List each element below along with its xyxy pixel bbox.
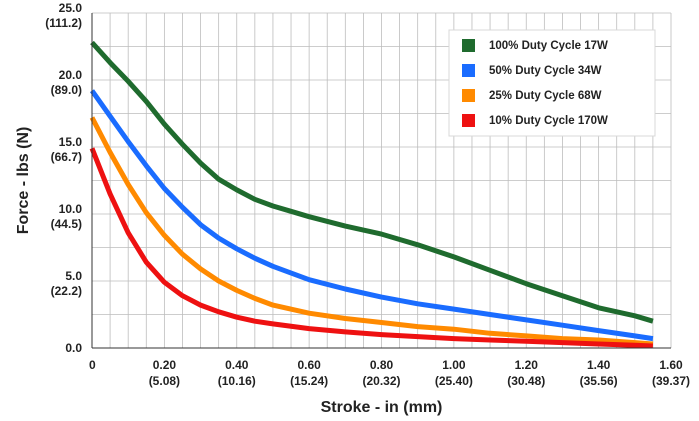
x-tick-label: 1.40 [587,358,611,372]
series-line-0 [90,40,654,324]
legend-label: 10% Duty Cycle 170W [489,115,608,127]
y-tick-label: 10.0 [59,202,83,216]
y-tick-sublabel: (66.7) [51,150,82,164]
grid [92,12,672,348]
x-tick-sublabel: (35.56) [580,374,618,388]
series-layer [89,40,654,349]
series-line-2 [89,116,654,347]
y-tick-label: 5.0 [65,269,82,283]
x-tick-label: 1.60 [659,358,683,372]
y-tick-label: 0.0 [65,341,82,355]
legend-swatch [462,89,475,102]
legend-box [448,29,656,137]
tick-labels: 0 0.20 (5.08) 0.40 (10.16) 0.60 (15.24) 0.80 (20… [45,1,690,388]
x-axis-title: Stroke - in (mm) [321,399,443,416]
x-tick-sublabel: (15.24) [290,374,328,388]
y-axis-title: Force - lbs (N) [15,127,32,235]
legend-swatch [462,39,475,52]
axes [91,13,671,349]
x-tick-label: 0.40 [225,358,249,372]
x-tick-label: 0.60 [297,358,321,372]
y-tick-label: 15.0 [59,135,83,149]
x-tick-sublabel: (30.48) [507,374,545,388]
series-line-3 [89,147,653,349]
x-tick-sublabel: (39.37) [652,374,690,388]
x-tick-label: 1.20 [515,358,539,372]
y-tick-sublabel: (22.2) [51,284,82,298]
x-tick-label: 1.00 [442,358,466,372]
x-tick-sublabel: (10.16) [218,374,256,388]
y-tick-label: 25.0 [59,1,83,15]
y-tick-sublabel: (89.0) [51,83,82,97]
x-tick-sublabel: (25.40) [435,374,473,388]
y-tick-label: 20.0 [59,68,83,82]
legend-swatch [462,114,475,127]
x-tick-sublabel: (5.08) [149,374,180,388]
x-tick-label: 0.80 [370,358,394,372]
legend-label: 50% Duty Cycle 34W [489,65,602,77]
series-line-1 [89,89,654,342]
x-tick-sublabel: (20.32) [362,374,400,388]
legend-swatch [462,64,475,77]
legend-label: 25% Duty Cycle 68W [489,90,602,102]
y-tick-sublabel: (44.5) [51,217,82,231]
x-tick-label: 0 [89,358,96,372]
legend: 100% Duty Cycle 17W 50% Duty Cycle 34W 25%… [448,29,656,137]
legend-label: 100% Duty Cycle 17W [489,40,608,52]
x-tick-label: 0.20 [153,358,177,372]
y-tick-sublabel: (111.2) [45,16,82,30]
